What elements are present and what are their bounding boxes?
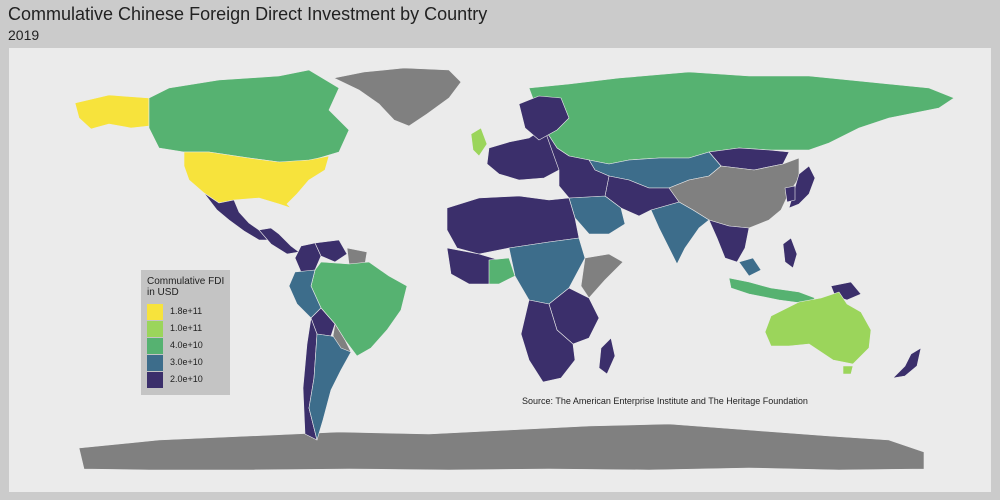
legend-title: Commulative FDI in USD bbox=[147, 276, 224, 298]
region-australia bbox=[764, 291, 872, 365]
region-philippines bbox=[782, 237, 798, 269]
region-antarctica bbox=[78, 423, 925, 471]
chart-title: Commulative Chinese Foreign Direct Inves… bbox=[8, 4, 488, 24]
region-madagascar bbox=[598, 337, 616, 375]
region-usa bbox=[183, 151, 330, 209]
region-scandinavia bbox=[518, 95, 570, 141]
region-indonesia bbox=[728, 277, 816, 305]
legend-label: 3.0e+10 bbox=[170, 357, 203, 367]
source-note: Source: The American Enterprise Institut… bbox=[522, 396, 808, 406]
region-southern-africa bbox=[520, 299, 576, 383]
legend-item-1-0e11: 1.0e+11 bbox=[147, 321, 227, 337]
region-tasmania bbox=[842, 365, 854, 375]
legend-item-3-0e10: 3.0e+10 bbox=[147, 355, 227, 371]
legend-label: 4.0e+10 bbox=[170, 340, 203, 350]
legend-swatch bbox=[147, 304, 163, 320]
map-panel bbox=[9, 48, 991, 492]
legend-label: 2.0e+10 bbox=[170, 374, 203, 384]
region-uruguay-paraguay bbox=[332, 323, 352, 353]
region-uk bbox=[470, 127, 488, 157]
legend-item-1-8e11: 1.8e+11 bbox=[147, 304, 227, 320]
legend-label: 1.0e+11 bbox=[170, 323, 203, 333]
chart-subtitle: 2019 bbox=[8, 27, 40, 43]
region-saudi-arabia bbox=[568, 195, 626, 235]
region-se-asia bbox=[708, 219, 750, 263]
legend-label: 1.8e+11 bbox=[170, 306, 203, 316]
region-guyana-suriname bbox=[346, 247, 368, 265]
legend-title-line1: Commulative FDI bbox=[147, 276, 225, 287]
region-india bbox=[650, 201, 710, 265]
region-new-zealand bbox=[892, 347, 922, 379]
map-legend: Commulative FDI in USD 1.8e+11 1.0e+11 4… bbox=[141, 270, 230, 395]
legend-item-4-0e10: 4.0e+10 bbox=[147, 338, 227, 354]
legend-swatch bbox=[147, 372, 163, 388]
world-map bbox=[74, 67, 955, 471]
region-malaysia bbox=[738, 257, 762, 277]
region-greenland bbox=[333, 67, 462, 127]
region-venezuela bbox=[314, 239, 348, 263]
legend-title-line2: in USD bbox=[147, 287, 179, 298]
region-horn-africa bbox=[580, 253, 624, 299]
region-mexico bbox=[203, 192, 272, 241]
legend-swatch bbox=[147, 355, 163, 371]
region-europe-east bbox=[543, 127, 610, 199]
legend-item-2-0e10: 2.0e+10 bbox=[147, 372, 227, 388]
region-korea bbox=[784, 185, 796, 203]
region-alaska bbox=[74, 94, 150, 130]
region-nigeria bbox=[488, 257, 516, 285]
region-canada bbox=[148, 69, 350, 165]
legend-swatch bbox=[147, 321, 163, 337]
region-central-america bbox=[258, 227, 300, 255]
legend-swatch bbox=[147, 338, 163, 354]
